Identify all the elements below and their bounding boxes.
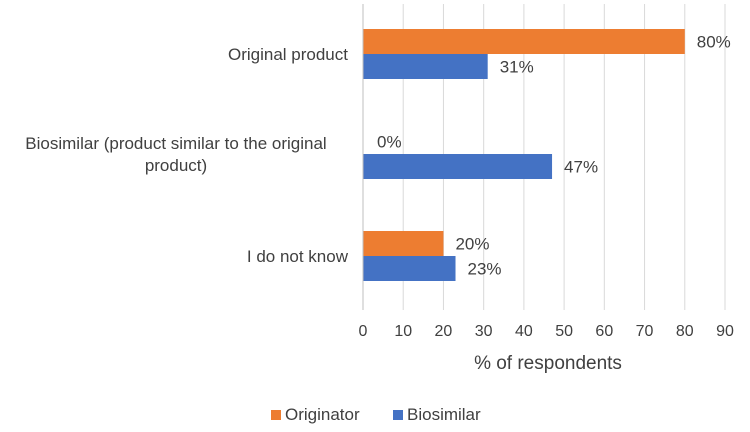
x-tick-60: 60 bbox=[595, 323, 613, 340]
data-label-biosimilar-2: 23% bbox=[468, 260, 502, 279]
x-tick-labels: 0 10 20 30 40 50 60 70 80 90 bbox=[359, 323, 734, 340]
x-tick-0: 0 bbox=[359, 323, 368, 340]
x-tick-20: 20 bbox=[435, 323, 453, 340]
data-label-originator-1: 0% bbox=[377, 133, 402, 152]
category-label-2: I do not know bbox=[247, 247, 349, 266]
x-tick-30: 30 bbox=[475, 323, 493, 340]
legend-swatch-originator bbox=[271, 410, 281, 420]
legend: Originator Biosimilar bbox=[271, 405, 481, 424]
x-tick-70: 70 bbox=[636, 323, 654, 340]
category-labels: Original product Biosimilar (product simi… bbox=[25, 45, 348, 266]
x-axis-title: % of respondents bbox=[474, 353, 622, 374]
x-tick-40: 40 bbox=[515, 323, 533, 340]
category-label-1: Biosimilar (product similar to the origi… bbox=[25, 134, 326, 175]
legend-swatch-biosimilar bbox=[393, 410, 403, 420]
bar-biosimilar-2 bbox=[363, 256, 456, 281]
x-tick-80: 80 bbox=[676, 323, 694, 340]
data-label-originator-2: 20% bbox=[455, 235, 489, 254]
x-tick-50: 50 bbox=[555, 323, 573, 340]
bars bbox=[363, 29, 685, 281]
data-labels: 80% 0% 20% 31% 47% 23% bbox=[377, 33, 731, 279]
category-label-0: Original product bbox=[228, 45, 348, 64]
x-tick-90: 90 bbox=[716, 323, 734, 340]
bar-biosimilar-1 bbox=[363, 154, 553, 179]
legend-label-originator: Originator bbox=[285, 405, 360, 424]
legend-label-biosimilar: Biosimilar bbox=[407, 405, 481, 424]
bar-biosimilar-0 bbox=[363, 54, 488, 79]
data-label-biosimilar-1: 47% bbox=[564, 158, 598, 177]
x-tick-10: 10 bbox=[394, 323, 412, 340]
bar-originator-2 bbox=[363, 231, 444, 256]
bar-originator-0 bbox=[363, 29, 685, 54]
data-label-originator-0: 80% bbox=[697, 33, 731, 52]
data-label-biosimilar-0: 31% bbox=[500, 58, 534, 77]
